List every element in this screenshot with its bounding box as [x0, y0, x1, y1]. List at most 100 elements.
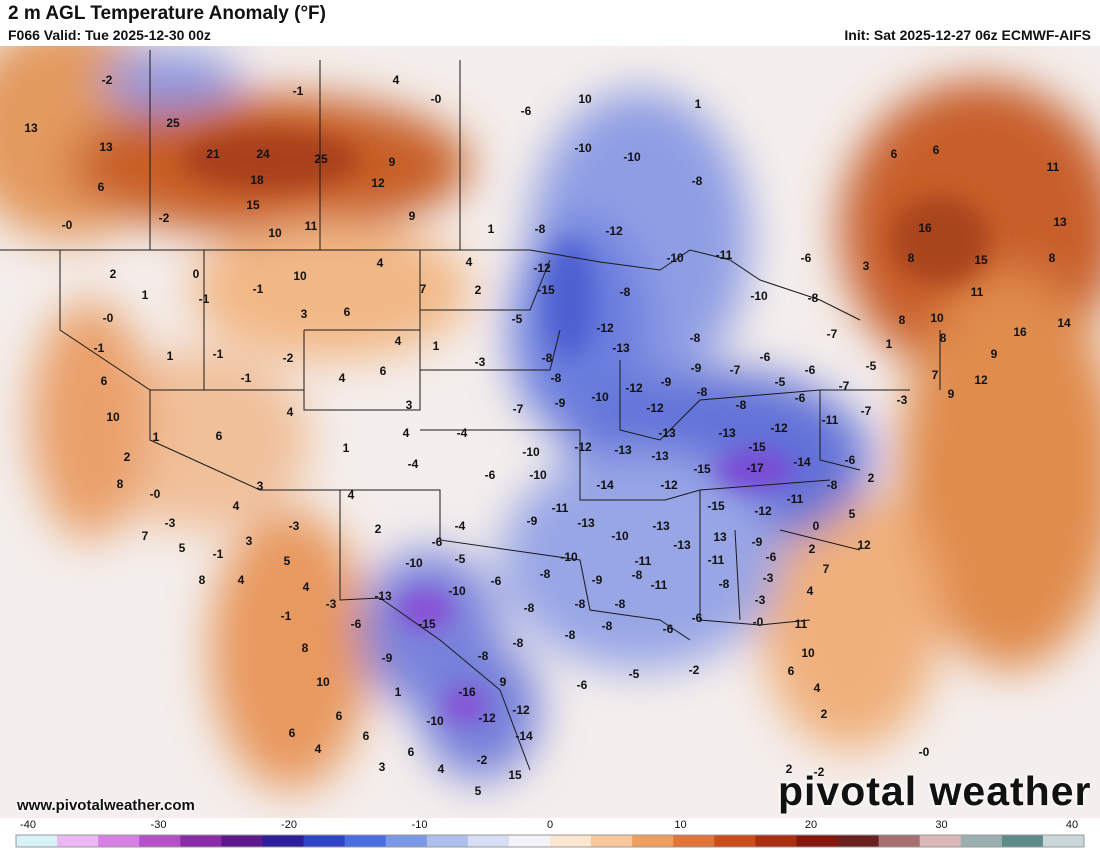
website-url[interactable]: www.pivotalweather.com [17, 797, 195, 814]
anomaly-value-label: -3 [475, 355, 486, 369]
anomaly-value-label: -9 [661, 375, 672, 389]
anomaly-value-label: -2 [102, 73, 113, 87]
anomaly-value-label: 2 [809, 542, 816, 556]
anomaly-value-label: -8 [602, 619, 613, 633]
anomaly-value-label: -6 [577, 678, 588, 692]
anomaly-value-label: 6 [380, 364, 387, 378]
colorbar-swatch [262, 835, 305, 847]
anomaly-value-label: 14 [1057, 316, 1071, 330]
anomaly-value-label: -4 [457, 426, 468, 440]
anomaly-value-label: -5 [866, 359, 877, 373]
anomaly-value-label: 5 [179, 541, 186, 555]
anomaly-value-label: 15 [246, 198, 260, 212]
anomaly-value-label: 9 [991, 347, 998, 361]
anomaly-value-label: -7 [827, 327, 838, 341]
anomaly-value-label: -11 [787, 492, 804, 506]
anomaly-value-label: -14 [515, 729, 533, 743]
anomaly-value-label: -0 [103, 311, 114, 325]
colorbar-swatch [796, 835, 839, 847]
anomaly-value-label: 3 [379, 760, 386, 774]
anomaly-value-label: -8 [478, 649, 489, 663]
anomaly-value-label: -10 [666, 251, 684, 265]
anomaly-value-label: -6 [801, 251, 812, 265]
anomaly-value-label: -1 [213, 547, 224, 561]
anomaly-value-label: 15 [508, 768, 522, 782]
anomaly-value-label: -4 [408, 457, 419, 471]
anomaly-value-label: 16 [918, 221, 932, 235]
anomaly-value-label: 8 [199, 573, 206, 587]
anomaly-value-label: 1 [433, 339, 440, 353]
anomaly-value-label: -8 [697, 385, 708, 399]
anomaly-value-label: -3 [763, 571, 774, 585]
anomaly-value-label: 12 [974, 373, 988, 387]
anomaly-value-label: 3 [301, 307, 308, 321]
colorbar-swatch [919, 835, 962, 847]
anomaly-value-label: 10 [930, 311, 944, 325]
colorbar-swatch [467, 835, 510, 847]
anomaly-value-label: -9 [555, 396, 566, 410]
anomaly-value-label: 4 [403, 426, 410, 440]
anomaly-value-label: -12 [533, 261, 551, 275]
colorbar-swatch [591, 835, 633, 847]
anomaly-value-label: 3 [257, 479, 264, 493]
colorbar-swatch [714, 835, 756, 847]
anomaly-value-label: 4 [807, 584, 814, 598]
anomaly-value-label: -16 [458, 685, 476, 699]
anomaly-value-label: -14 [793, 455, 811, 469]
anomaly-value-label: 7 [420, 282, 427, 296]
anomaly-value-label: -9 [382, 651, 393, 665]
colorbar-tick-label: 30 [935, 819, 948, 831]
anomaly-value-label: -3 [897, 393, 908, 407]
anomaly-value-label: -12 [605, 224, 623, 238]
anomaly-value-label: 4 [348, 488, 355, 502]
anomaly-value-label: -12 [646, 401, 664, 415]
anomaly-value-label: -10 [591, 390, 609, 404]
anomaly-value-label: -13 [651, 449, 669, 463]
anomaly-value-label: -1 [253, 282, 264, 296]
state-borders [0, 50, 941, 771]
anomaly-value-label: -8 [535, 222, 546, 236]
forecast-valid-time: F066 Valid: Tue 2025-12-30 00z [8, 27, 211, 43]
anomaly-value-label: 1 [488, 222, 495, 236]
anomaly-value-label: -10 [611, 529, 629, 543]
colorbar-swatch [57, 835, 99, 847]
anomaly-value-label: 10 [106, 410, 120, 424]
anomaly-value-label: -12 [770, 421, 788, 435]
anomaly-value-label: 6 [289, 726, 296, 740]
anomaly-value-label: -6 [845, 453, 856, 467]
anomaly-value-label: 10 [316, 675, 330, 689]
anomaly-value-label: 8 [117, 477, 124, 491]
colorbar-swatch [508, 835, 551, 847]
anomaly-value-label: 1 [886, 337, 893, 351]
anomaly-value-label: 2 [821, 707, 828, 721]
anomaly-value-label: -12 [596, 321, 614, 335]
anomaly-value-label: -9 [527, 514, 538, 528]
anomaly-value-label: 11 [795, 617, 808, 631]
anomaly-value-label: -6 [663, 622, 674, 636]
anomaly-value-label: -11 [822, 413, 839, 427]
anomaly-value-label: 2 [375, 522, 382, 536]
anomaly-value-label: 1 [395, 685, 402, 699]
colorbar-swatch [1001, 835, 1044, 847]
anomaly-value-label: 4 [315, 742, 322, 756]
anomaly-value-label: -12 [574, 440, 592, 454]
anomaly-value-label: 16 [1013, 325, 1027, 339]
colorbar-swatch [385, 835, 428, 847]
anomaly-value-label: -1 [94, 341, 105, 355]
anomaly-value-label: 2 [868, 471, 875, 485]
anomaly-value-label: -15 [748, 440, 766, 454]
colorbar-border [15, 834, 1085, 848]
colorbar-tick-label: -30 [150, 819, 167, 831]
colorbar-swatch [303, 835, 346, 847]
anomaly-value-label: -12 [660, 478, 678, 492]
map-title: 2 m AGL Temperature Anomaly (°F) [8, 3, 326, 24]
anomaly-value-label: 15 [974, 253, 988, 267]
anomaly-value-label: 1 [695, 97, 702, 111]
anomaly-value-label: 4 [814, 681, 821, 695]
anomaly-value-label: 13 [24, 121, 38, 135]
anomaly-value-label: -12 [512, 703, 530, 717]
anomaly-value-label: -3 [326, 597, 337, 611]
anomaly-value-label: -13 [374, 589, 392, 603]
